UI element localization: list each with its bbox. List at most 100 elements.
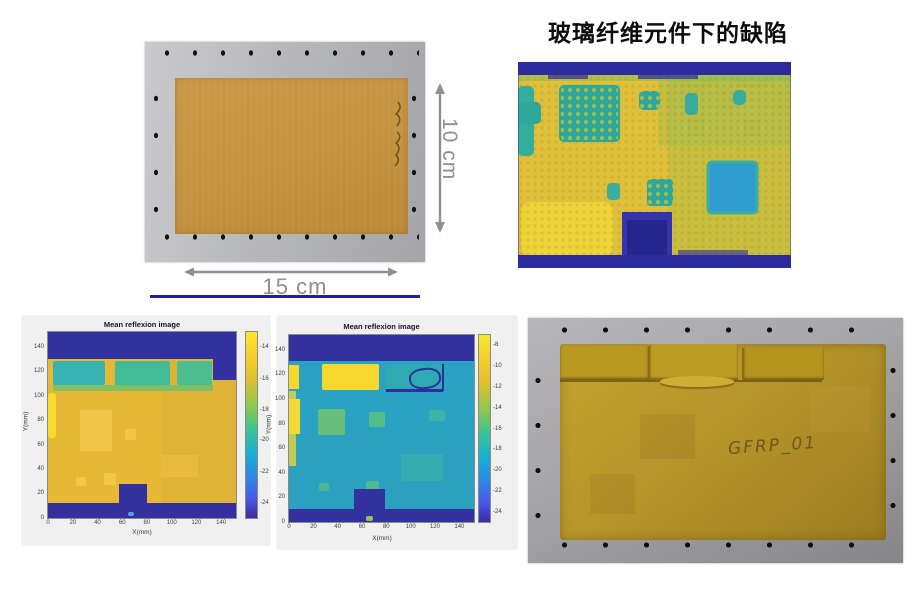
- bolt-dots-right: [886, 348, 900, 538]
- colorbar-tick-label: -20: [493, 467, 502, 473]
- x-axis-label: X(mm): [372, 535, 392, 542]
- heatmap-axes: [288, 334, 475, 523]
- bolt-holes-bottom: [153, 231, 419, 243]
- colorbar-tick-label: -24: [493, 508, 502, 515]
- top-right-dark: [213, 332, 236, 381]
- defect-rect: [52, 360, 105, 385]
- x-tick-label: 100: [166, 520, 177, 526]
- y-tick-label: 0: [281, 519, 285, 525]
- y-tick-label: 0: [40, 515, 44, 521]
- y-tick-label: 140: [274, 346, 285, 353]
- x-tick-label: 40: [334, 524, 341, 530]
- y-tick-label: 100: [274, 395, 285, 402]
- x-tick-label: 140: [216, 520, 227, 526]
- heatmap-axes: [47, 331, 237, 519]
- colorbar: [478, 334, 491, 523]
- x-tick-label: 120: [191, 520, 202, 526]
- x-tick-label: 60: [358, 524, 366, 530]
- faint-defect: [125, 428, 137, 440]
- top-frame-band: [289, 335, 474, 362]
- colorbar-tick-label: -18: [260, 406, 269, 413]
- framed-specimen-photo: [145, 42, 425, 262]
- bolt-holes-left: [150, 80, 162, 230]
- blue-underline-rule: [150, 295, 420, 298]
- y-tick-label: 40: [278, 469, 285, 476]
- x-tick-label: 80: [382, 524, 390, 530]
- y-axis-ticks: 0 20 40 60 80 100 120 140: [267, 335, 287, 525]
- x-tick-label: 40: [94, 520, 101, 526]
- colorbar-tick-label: -8: [493, 342, 499, 349]
- faint-defect: [810, 386, 870, 432]
- small-dot: [365, 515, 373, 521]
- green-defect-faint: [400, 454, 444, 482]
- y-tick-label: 60: [37, 441, 44, 448]
- y-tick-label: 120: [33, 368, 44, 375]
- gfrp-specimen-photo: GFRP_01: [528, 318, 903, 563]
- colorbar-tick-label: -12: [493, 383, 502, 390]
- thermal-defect-image: [518, 62, 791, 268]
- defect-rect-teal: [386, 364, 443, 391]
- colorbar-ticks: -8 -10 -12 -14 -16 -18 -20 -22 -24: [493, 335, 511, 522]
- faint-defect: [640, 414, 695, 459]
- x-tick-label: 60: [118, 520, 126, 526]
- panel-step-tab: [560, 346, 650, 380]
- bolt-holes-right: [408, 80, 420, 230]
- panel-step-tab: [742, 348, 824, 380]
- width-dimension-arrow: [184, 267, 398, 277]
- colorbar-tick-label: -22: [260, 468, 269, 475]
- colorbar-tick-label: -22: [493, 487, 502, 494]
- bright-spot: [48, 393, 57, 438]
- width-dimension-label: 15 cm: [262, 274, 328, 299]
- colorbar: [245, 331, 258, 519]
- x-tick-label: 140: [454, 524, 465, 530]
- y-tick-label: 120: [274, 371, 285, 378]
- y-axis-label: Y(mm): [22, 411, 30, 432]
- green-strip: [52, 385, 213, 391]
- green-defect: [319, 482, 330, 492]
- plot-title: Mean reflexion image: [103, 320, 181, 329]
- bolt-holes-top: [153, 47, 419, 59]
- x-tick-label: 0: [287, 524, 291, 530]
- panel-lip: [660, 376, 734, 387]
- y-tick-label: 60: [278, 445, 285, 452]
- colorbar-tick-label: -10: [493, 363, 502, 370]
- defect-rect: [114, 360, 171, 386]
- faint-defect: [76, 477, 86, 487]
- y-tick-label: 80: [278, 420, 285, 427]
- colorbar-ticks: -14 -16 -18 -20 -22 -24: [260, 332, 278, 518]
- left-bright-blob: [289, 398, 301, 435]
- green-defect: [369, 412, 386, 428]
- y-tick-label: 80: [37, 417, 44, 424]
- plot-mean-reflexion-2: Mean reflexion image 0 20 40: [265, 316, 517, 549]
- small-dot: [127, 512, 135, 516]
- defect-rect-bright: [289, 364, 300, 390]
- x-axis-label: X(mm): [132, 529, 152, 536]
- y-tick-label: 100: [33, 392, 44, 399]
- faint-defect: [590, 474, 635, 514]
- handwriting-marks: [394, 101, 401, 167]
- green-defect: [429, 409, 445, 422]
- y-tick-label: 20: [37, 490, 44, 497]
- x-tick-label: 20: [69, 520, 77, 526]
- bolt-dots-bottom: [544, 538, 888, 552]
- height-dimension-arrow: [435, 83, 445, 233]
- y-axis-label: Y(mm): [265, 414, 273, 435]
- green-defect: [318, 408, 346, 435]
- section-title: 玻璃纤维元件下的缺陷: [548, 21, 788, 47]
- green-defect: [365, 481, 379, 493]
- x-tick-label: 100: [405, 524, 416, 530]
- colorbar-tick-label: -18: [493, 446, 502, 453]
- plot-title: Mean reflexion image: [343, 322, 420, 331]
- defect-rect-bright: [322, 363, 379, 391]
- faint-defect: [104, 473, 116, 485]
- y-axis-ticks: 0 20 40 60 80 100 120 140: [24, 332, 46, 521]
- x-tick-label: 80: [143, 520, 151, 526]
- x-tick-label: 120: [429, 524, 440, 530]
- plot-mean-reflexion-1: Mean reflexion image 0 20 40 60 80: [22, 316, 270, 545]
- x-axis-ticks: 0 20 40 60 80 100 120 140: [46, 520, 236, 528]
- x-tick-label: 0: [46, 520, 50, 526]
- y-tick-label: 140: [33, 343, 44, 350]
- y-tick-label: 20: [278, 494, 285, 501]
- x-axis-ticks: 0 20 40 60 80 100 120 140: [287, 524, 474, 532]
